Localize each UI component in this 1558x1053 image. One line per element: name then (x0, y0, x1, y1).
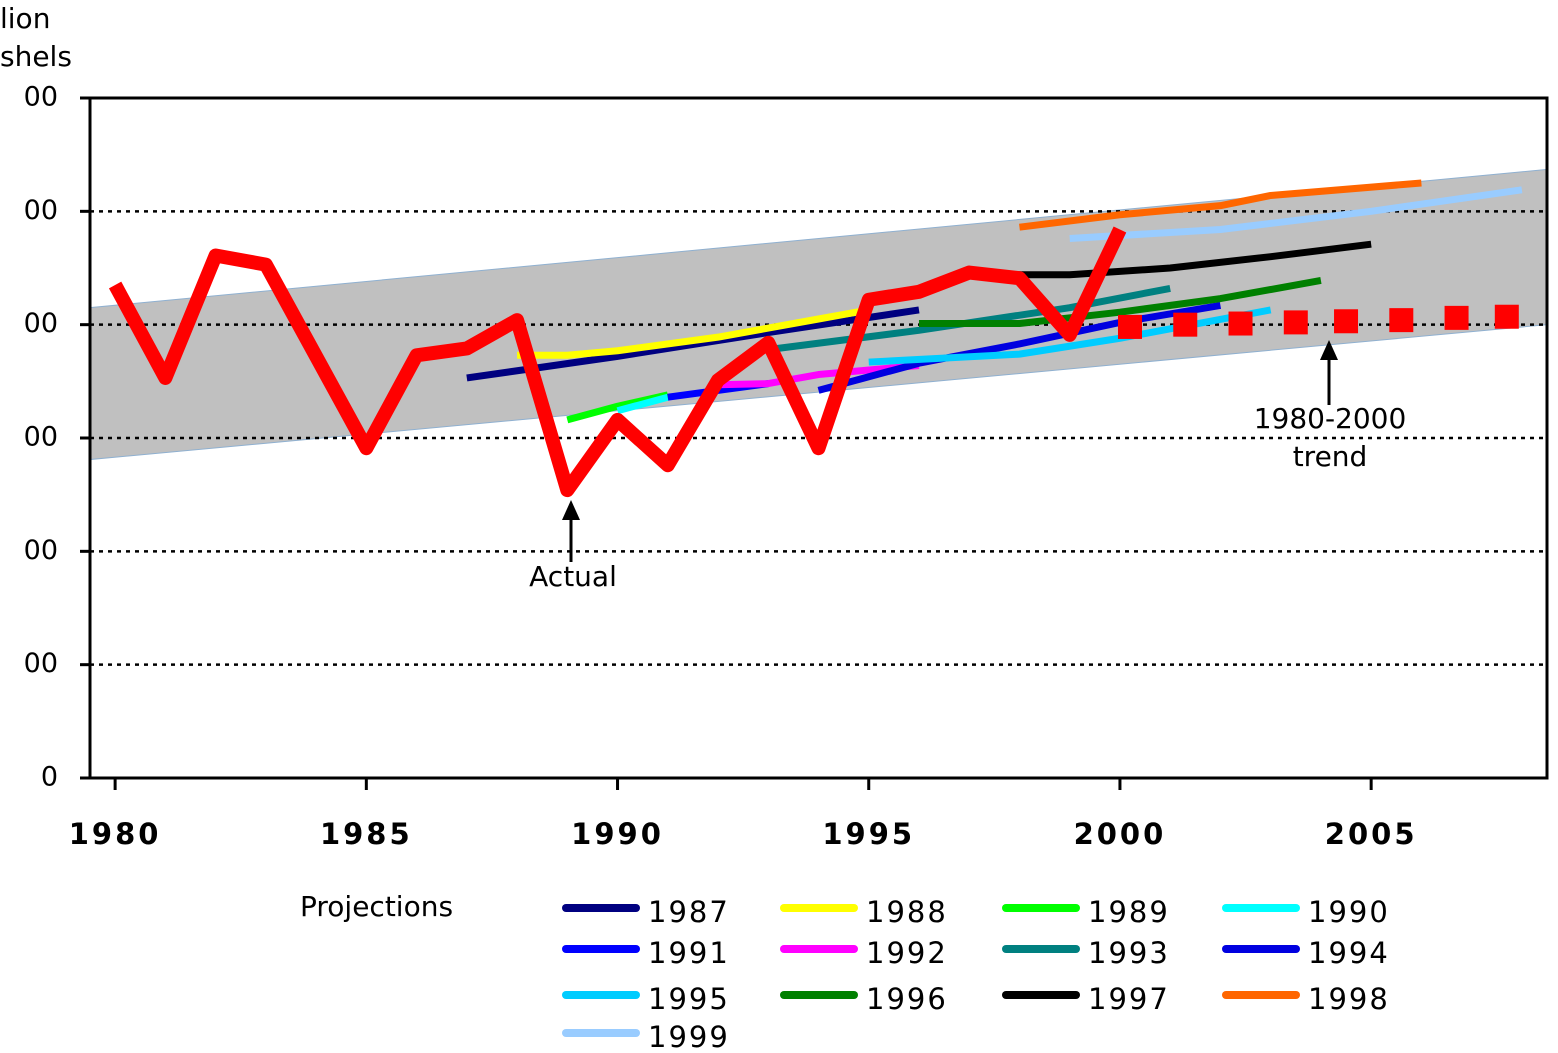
trend-point (1389, 308, 1414, 333)
projection-line (1019, 179, 1422, 231)
annotation: trend (1293, 440, 1368, 473)
y-tick-label: 0 (41, 762, 58, 793)
projection-line (1069, 186, 1523, 243)
legend-label: 1996 (866, 982, 948, 1016)
y-tick-label: 00 (24, 308, 58, 339)
legend-label: 1999 (648, 1020, 730, 1053)
legend-label: 1987 (648, 895, 730, 929)
legend-label: 1994 (1308, 936, 1390, 970)
trend-point (1334, 309, 1359, 334)
trend-point (1228, 311, 1253, 336)
trend-point (1494, 304, 1519, 329)
legend-label: 1990 (1308, 895, 1390, 929)
y-tick-label: 00 (24, 422, 58, 453)
x-tick-label: 1990 (571, 817, 664, 851)
legend-title: Projections (300, 890, 453, 923)
arrow-head (562, 500, 580, 520)
legend-label: 1988 (866, 895, 948, 929)
trend-point (1444, 305, 1469, 330)
annotation: Actual (529, 560, 617, 593)
x-tick-label: 1985 (320, 817, 413, 851)
trend-point (1173, 312, 1198, 337)
annotation: 1980-2000 (1254, 402, 1407, 435)
projection-line (466, 306, 920, 382)
x-tick-label: 2000 (1074, 817, 1167, 851)
legend-label: 1992 (866, 936, 948, 970)
legend-label: 1997 (1088, 982, 1170, 1016)
trend-point (1117, 314, 1142, 339)
x-tick-label: 1980 (69, 817, 162, 851)
projection-line (918, 277, 1322, 328)
projection-line (717, 361, 920, 389)
y-tick-label: 00 (24, 648, 58, 679)
y-tick-label: 00 (24, 535, 58, 566)
x-tick-label: 2005 (1325, 817, 1418, 851)
legend-label: 1998 (1308, 982, 1390, 1016)
y-axis-title: lion (0, 2, 50, 35)
projection-line (616, 393, 669, 415)
projection-line (767, 284, 1171, 354)
y-axis-title: shels (0, 40, 72, 73)
y-tick-label: 00 (24, 195, 58, 226)
legend-label: 1993 (1088, 936, 1170, 970)
arrow-head (1320, 340, 1338, 360)
y-tick-label: 00 (24, 82, 58, 113)
projection-line (517, 306, 870, 359)
legend-label: 1995 (648, 982, 730, 1016)
projection-line (817, 301, 1222, 394)
actual-line (108, 226, 1127, 498)
x-tick-label: 1995 (822, 817, 915, 851)
legend-label: 1991 (648, 936, 730, 970)
legend-label: 1989 (1088, 895, 1170, 929)
trend-point (1283, 310, 1308, 335)
projection-line (969, 240, 1372, 279)
plot-frame (88, 96, 1549, 780)
